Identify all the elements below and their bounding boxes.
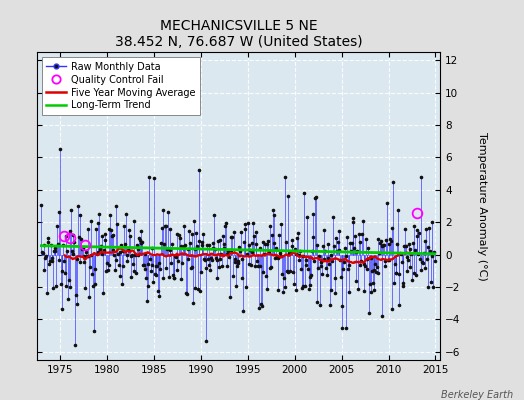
Text: Berkeley Earth: Berkeley Earth bbox=[441, 390, 514, 400]
Title: MECHANICSVILLE 5 NE
38.452 N, 76.687 W (United States): MECHANICSVILLE 5 NE 38.452 N, 76.687 W (… bbox=[115, 19, 362, 50]
Legend: Raw Monthly Data, Quality Control Fail, Five Year Moving Average, Long-Term Tren: Raw Monthly Data, Quality Control Fail, … bbox=[41, 57, 200, 115]
Y-axis label: Temperature Anomaly (°C): Temperature Anomaly (°C) bbox=[477, 132, 487, 280]
